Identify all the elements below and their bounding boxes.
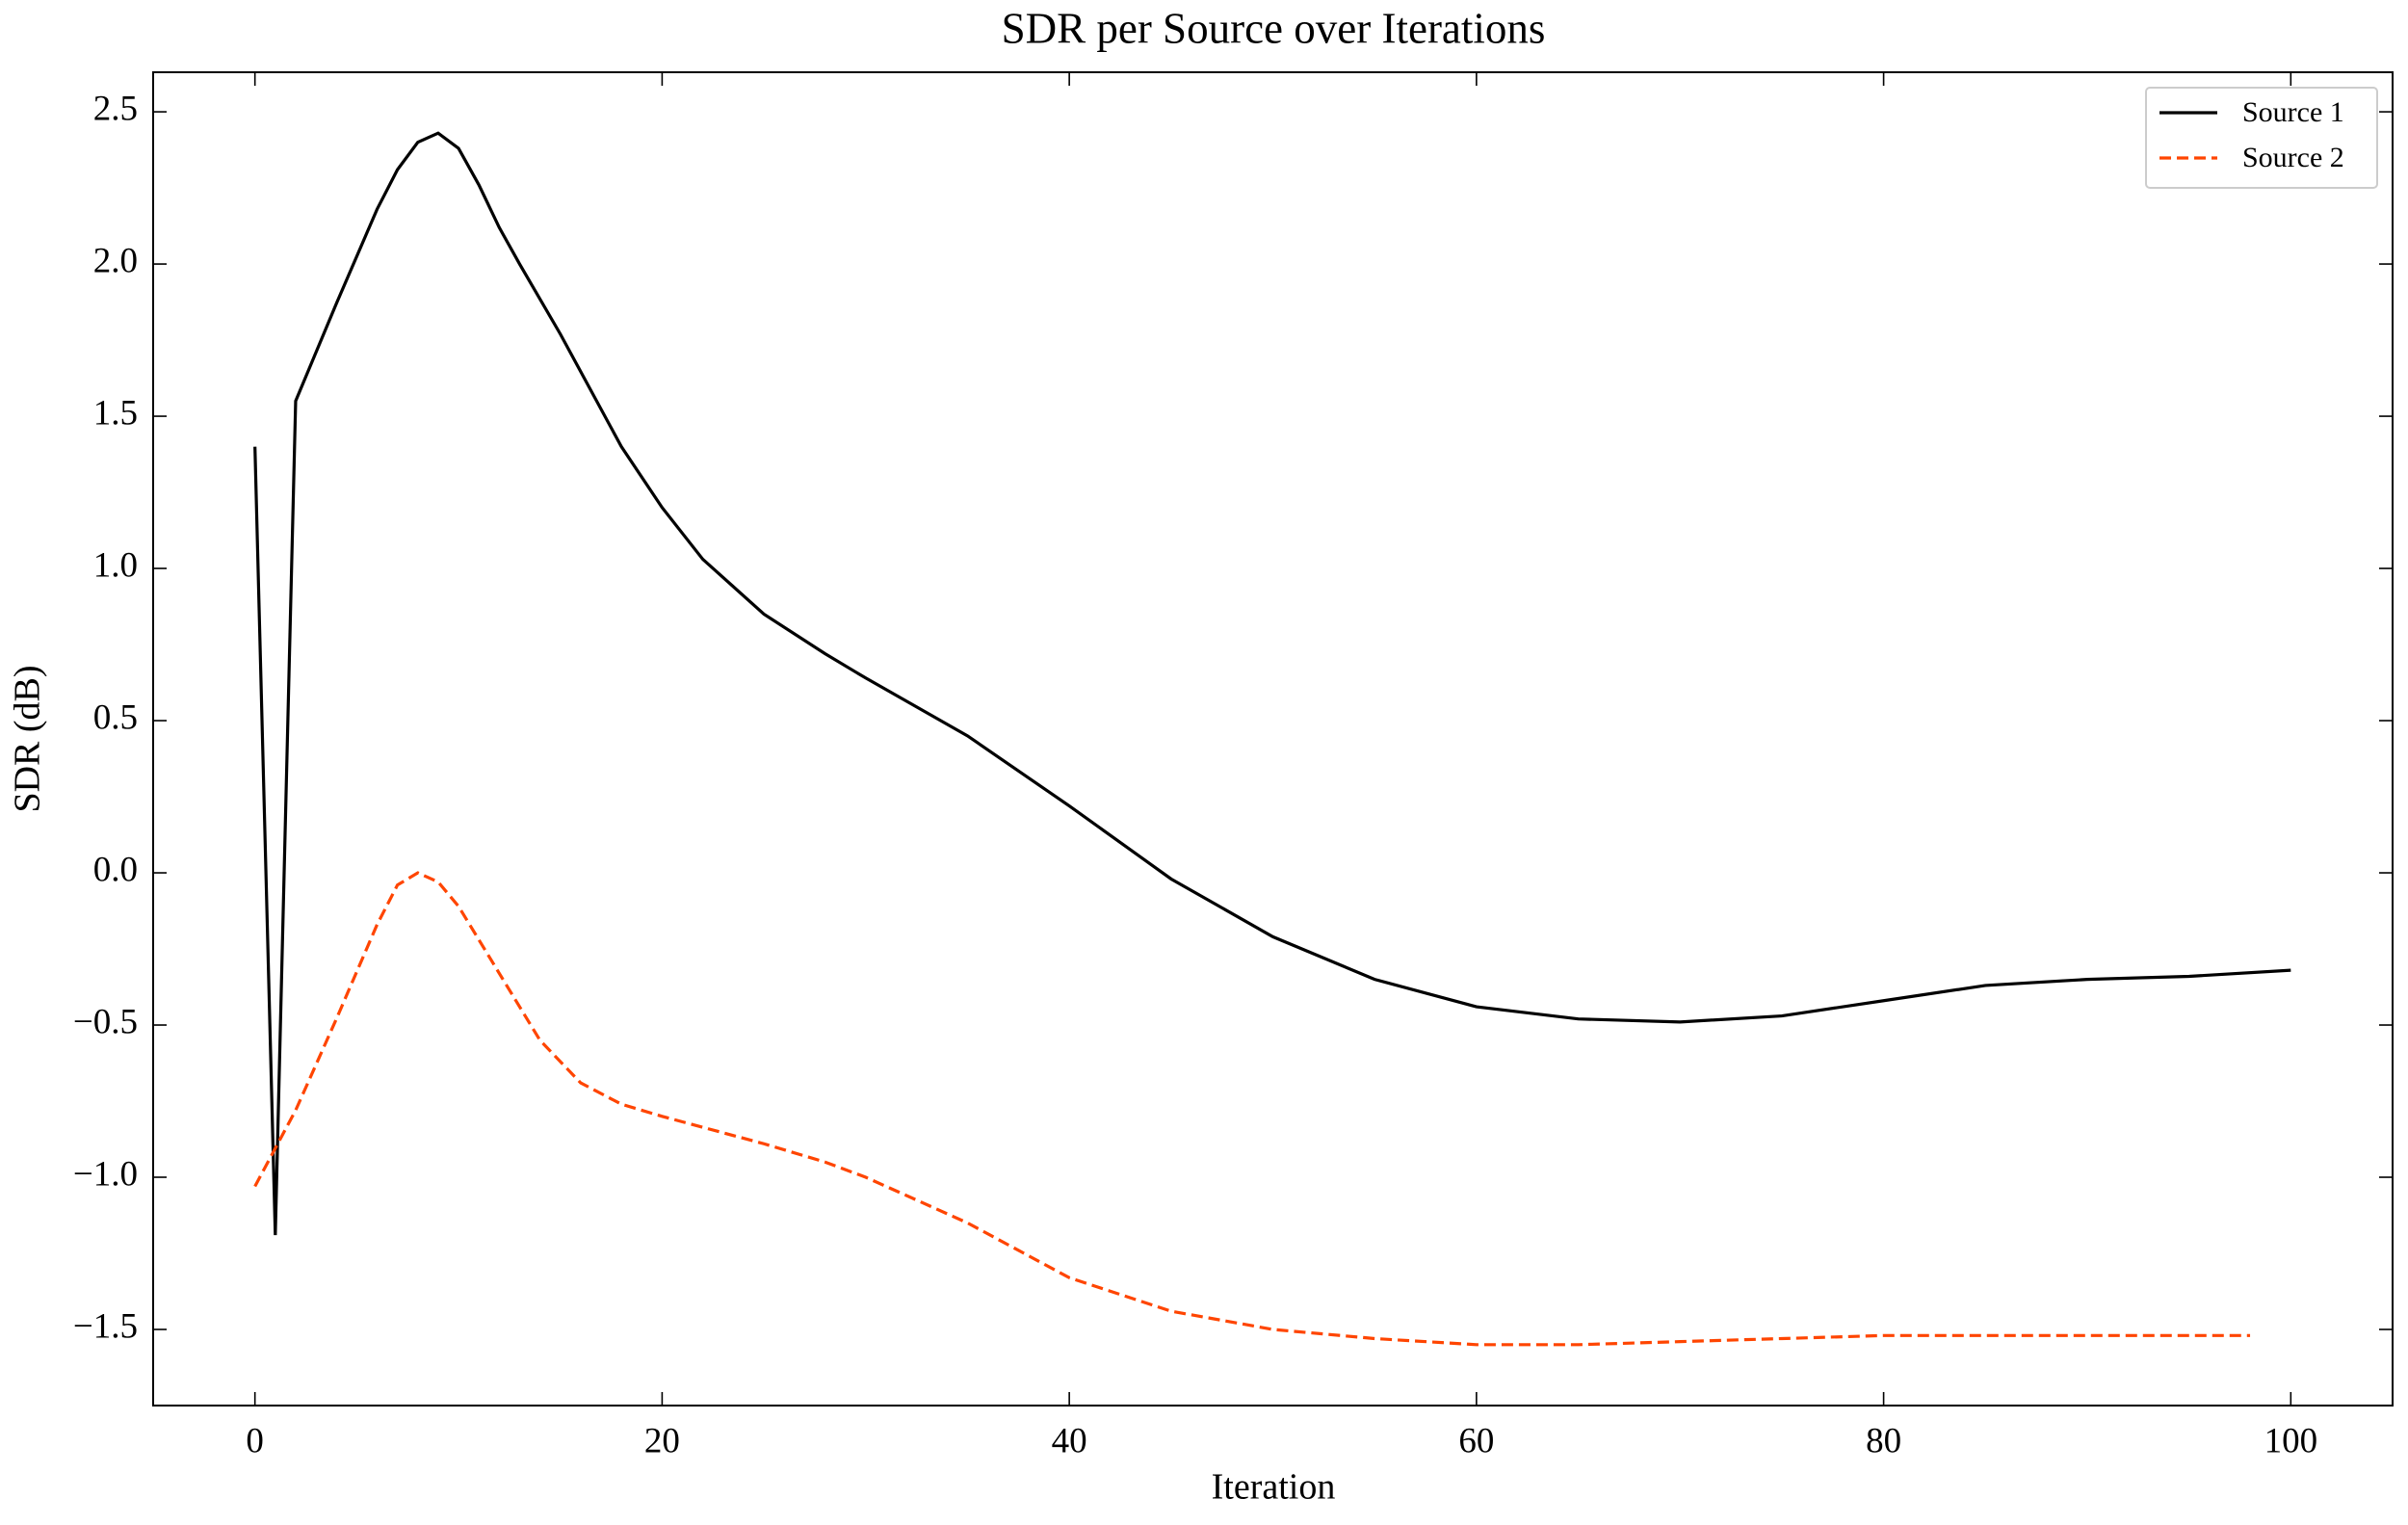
x-tick-label: 60: [1458, 1421, 1494, 1460]
y-tick-label: 2.0: [93, 242, 138, 281]
y-tick-label: −0.5: [73, 1003, 138, 1042]
x-tick-label: 20: [644, 1421, 680, 1460]
y-tick-label: 0.0: [93, 851, 138, 890]
x-tick-label: 40: [1052, 1421, 1087, 1460]
x-tick-label: 100: [2264, 1421, 2318, 1460]
y-tick-label: −1.5: [73, 1306, 138, 1346]
y-tick-label: 1.0: [93, 546, 138, 586]
legend-label: Source 2: [2242, 142, 2344, 173]
y-axis-label: SDR (dB): [8, 665, 48, 812]
chart-title: SDR per Source over Iterations: [1002, 4, 1546, 52]
legend-label: Source 1: [2242, 96, 2344, 128]
y-tick-label: −1.0: [73, 1154, 138, 1194]
series-line: [253, 871, 2251, 1347]
y-tick-label: 0.5: [93, 698, 138, 738]
x-tick-label: 80: [1866, 1421, 1901, 1460]
x-axis-label: Iteration: [1212, 1467, 1336, 1508]
series-line: [253, 131, 2291, 1236]
x-tick-label: 0: [246, 1421, 264, 1460]
y-tick-label: 2.5: [93, 90, 138, 129]
y-tick-label: 1.5: [93, 394, 138, 434]
plot-frame: [152, 71, 2394, 1407]
